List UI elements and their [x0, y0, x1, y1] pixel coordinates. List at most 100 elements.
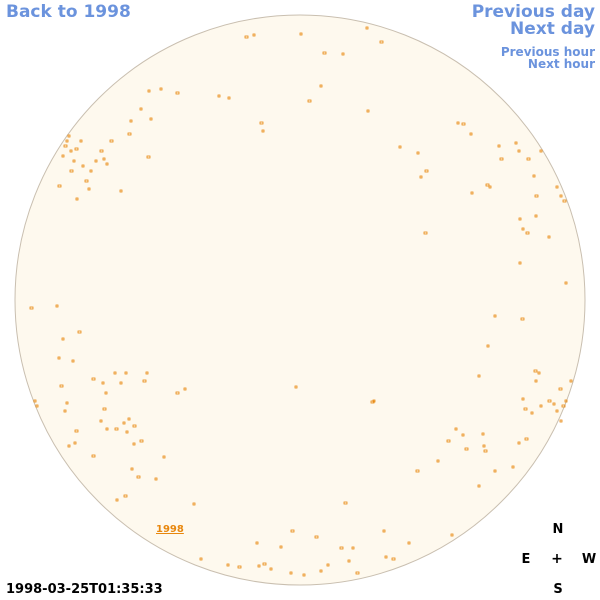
contour-speck — [569, 379, 573, 383]
contour-speck — [526, 157, 531, 161]
contour-speck — [127, 417, 131, 421]
contour-speck — [65, 139, 69, 143]
contour-speck — [450, 533, 454, 537]
contour-speck — [539, 404, 543, 408]
observation-timestamp: 1998-03-25T01:35:33 — [6, 582, 163, 597]
contour-speck — [67, 134, 71, 138]
contour-speck — [69, 149, 73, 153]
contour-speck — [147, 89, 151, 93]
contour-speck — [555, 185, 559, 189]
contour-speck — [446, 439, 451, 443]
contour-speck — [79, 139, 83, 143]
contour-speck — [91, 454, 96, 458]
contour-speck — [217, 94, 221, 98]
contour-speck — [65, 401, 69, 405]
contour-speck — [424, 169, 429, 173]
contour-speck — [351, 546, 355, 550]
contour-speck — [77, 330, 82, 334]
contour-speck — [29, 306, 34, 310]
next-hour-link[interactable]: Next hour — [527, 57, 595, 71]
contour-speck — [259, 121, 264, 125]
contour-speck — [534, 214, 538, 218]
contour-speck — [493, 314, 497, 318]
contour-speck — [322, 51, 327, 55]
back-to-year-link[interactable]: Back to 1998 — [6, 2, 131, 22]
previous-day-link[interactable]: Previous day — [471, 2, 595, 22]
contour-speck — [119, 381, 123, 385]
contour-speck — [537, 371, 541, 375]
contour-speck — [99, 419, 103, 423]
contour-speck — [124, 371, 128, 375]
compass-center: + — [551, 551, 563, 567]
contour-speck — [57, 356, 61, 360]
contour-speck — [470, 191, 474, 195]
contour-speck — [461, 122, 466, 126]
contour-speck — [119, 189, 123, 193]
contour-speck — [244, 35, 249, 39]
year-link[interactable]: 1998 — [156, 524, 184, 535]
contour-speck — [534, 379, 538, 383]
contour-speck — [423, 231, 428, 235]
contour-speck — [326, 563, 330, 567]
contour-speck — [74, 147, 79, 151]
contour-speck — [94, 159, 98, 163]
contour-speck — [482, 444, 486, 448]
contour-speck — [102, 157, 106, 161]
contour-speck — [530, 411, 534, 415]
contour-speck — [109, 139, 114, 143]
contour-speck — [105, 162, 109, 166]
contour-speck — [307, 99, 312, 103]
contour-speck — [175, 391, 180, 395]
contour-speck — [339, 546, 344, 550]
contour-speck — [132, 442, 136, 446]
compass-north: N — [552, 522, 564, 537]
contour-speck — [132, 424, 137, 428]
contour-speck — [129, 119, 133, 123]
contour-speck — [464, 447, 469, 451]
contour-speck — [477, 374, 481, 378]
contour-speck — [175, 91, 180, 95]
contour-speck — [314, 535, 319, 539]
contour-speck — [113, 371, 117, 375]
contour-speck — [125, 430, 129, 434]
contour-speck — [534, 194, 539, 198]
contour-speck — [562, 199, 567, 203]
contour-speck — [521, 227, 525, 231]
contour-speck — [564, 399, 568, 403]
contour-speck — [237, 565, 242, 569]
contour-speck — [564, 281, 568, 285]
contour-speck — [61, 337, 65, 341]
contour-speck — [552, 402, 556, 406]
contour-speck — [102, 407, 107, 411]
next-day-link[interactable]: Next day — [510, 19, 595, 39]
contour-speck — [127, 132, 132, 136]
contour-speck — [532, 174, 536, 178]
contour-speck — [123, 494, 128, 498]
previous-hour-link[interactable]: Previous hour — [500, 45, 595, 59]
contour-speck — [481, 432, 485, 436]
contour-speck — [517, 149, 521, 153]
contour-speck — [539, 149, 543, 153]
contour-speck — [523, 407, 528, 411]
contour-speck — [279, 545, 283, 549]
contour-speck — [146, 155, 151, 159]
contour-speck — [391, 557, 396, 561]
contour-speck — [139, 107, 143, 111]
contour-speck — [149, 117, 153, 121]
contour-speck — [561, 404, 566, 408]
contour-speck — [63, 409, 67, 413]
contour-speck — [84, 179, 89, 183]
contour-speck — [114, 427, 119, 431]
contour-speck — [558, 387, 563, 391]
contour-speck — [559, 194, 563, 198]
contour-speck — [81, 164, 85, 168]
contour-speck — [319, 569, 323, 573]
contour-speck — [521, 397, 525, 401]
contour-speck — [477, 484, 481, 488]
contour-speck — [255, 541, 259, 545]
contour-speck — [525, 231, 530, 235]
contour-speck — [533, 369, 538, 373]
contour-speck — [257, 564, 261, 568]
contour-speck — [74, 429, 79, 433]
